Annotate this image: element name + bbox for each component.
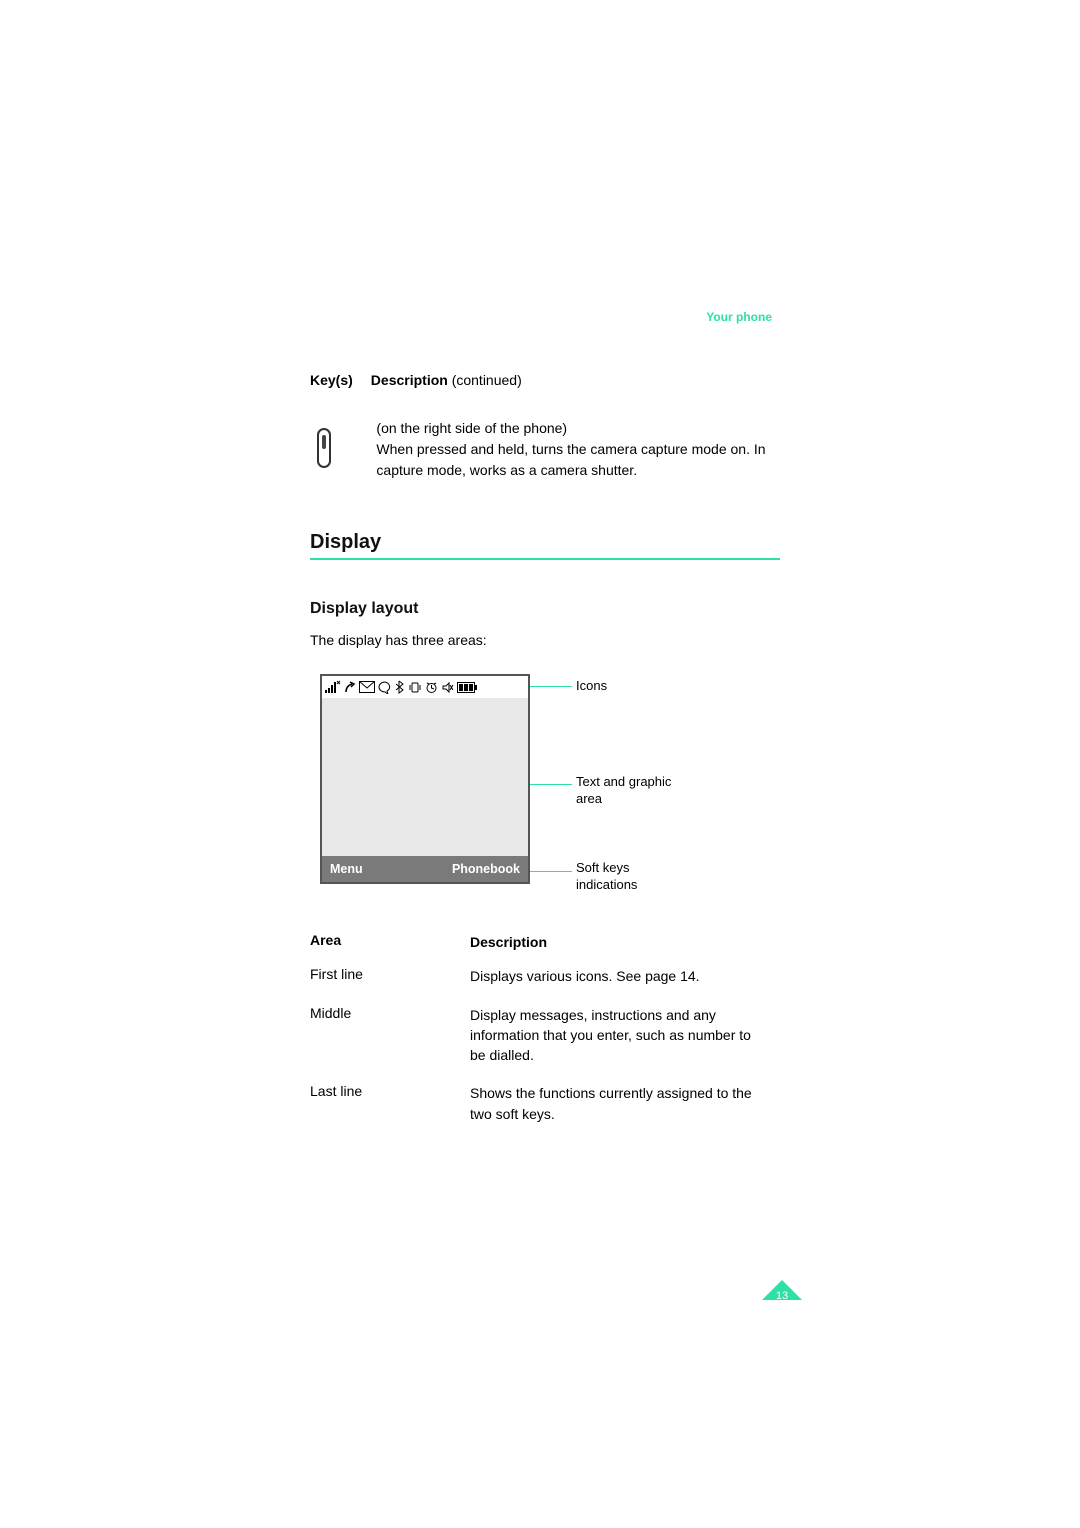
display-heading: Display [310, 531, 780, 560]
badge-triangle-mask [762, 1300, 802, 1320]
display-layout-heading: Display layout [310, 600, 780, 618]
section-header: Your phone [310, 310, 780, 324]
softkey-right: Phonebook [452, 862, 520, 876]
battery-icon [457, 682, 477, 693]
area-table-header: Area Description [310, 932, 780, 952]
phone-icon-bar [322, 676, 528, 698]
phone-softkey-bar: Menu Phonebook [322, 856, 528, 882]
camera-key-icon [317, 428, 331, 468]
callout-line-softkeys [530, 871, 572, 872]
signal-icon [325, 680, 341, 694]
callout-line-icons [530, 686, 572, 687]
area-header-area: Area [310, 932, 470, 952]
envelope-icon [359, 681, 375, 693]
camera-key-body: When pressed and held, turns the camera … [376, 439, 780, 481]
area-table: Area Description First line Displays var… [310, 932, 780, 1124]
desc-label-bold: Description [371, 372, 448, 388]
phone-graphic-area [322, 698, 528, 856]
table-row: Middle Display messages, instructions an… [310, 1005, 780, 1066]
desc-cell: Displays various icons. See page 14. [470, 966, 780, 986]
desc-label-continued: (continued) [448, 372, 522, 388]
callout-softkeys: Soft keys indications [576, 860, 686, 894]
area-header-desc: Description [470, 932, 780, 952]
vibrate-icon [408, 681, 422, 694]
callout-icons: Icons [576, 678, 607, 695]
softkey-left: Menu [330, 862, 363, 876]
keys-table-header: Key(s) Description (continued) [310, 372, 780, 388]
area-cell: Middle [310, 1005, 470, 1066]
area-cell: Last line [310, 1083, 470, 1124]
callout-line-textarea [530, 784, 572, 785]
call-divert-icon [344, 680, 356, 694]
table-row: Last line Shows the functions currently … [310, 1083, 780, 1124]
page-number-badge: 13 [762, 1280, 802, 1320]
bluetooth-icon [395, 680, 405, 694]
camera-key-icon-wrap [310, 418, 338, 468]
desc-cell: Display messages, instructions and any i… [470, 1005, 780, 1066]
display-intro: The display has three areas: [310, 632, 780, 648]
mms-icon [378, 681, 392, 694]
alarm-icon [425, 681, 438, 694]
display-diagram: Menu Phonebook Icons Text and graphic ar… [320, 674, 780, 884]
desc-col-label: Description (continued) [371, 372, 522, 388]
area-cell: First line [310, 966, 470, 986]
keys-col-label: Key(s) [310, 372, 353, 388]
camera-key-row: (on the right side of the phone) When pr… [310, 418, 780, 481]
desc-cell: Shows the functions currently assigned t… [470, 1083, 780, 1124]
page-number: 13 [762, 1290, 802, 1302]
mute-icon [441, 681, 454, 694]
camera-key-text: (on the right side of the phone) When pr… [376, 418, 780, 481]
camera-key-line1: (on the right side of the phone) [376, 418, 780, 439]
phone-screen: Menu Phonebook [320, 674, 530, 884]
table-row: First line Displays various icons. See p… [310, 966, 780, 986]
callout-textarea: Text and graphic area [576, 774, 686, 808]
